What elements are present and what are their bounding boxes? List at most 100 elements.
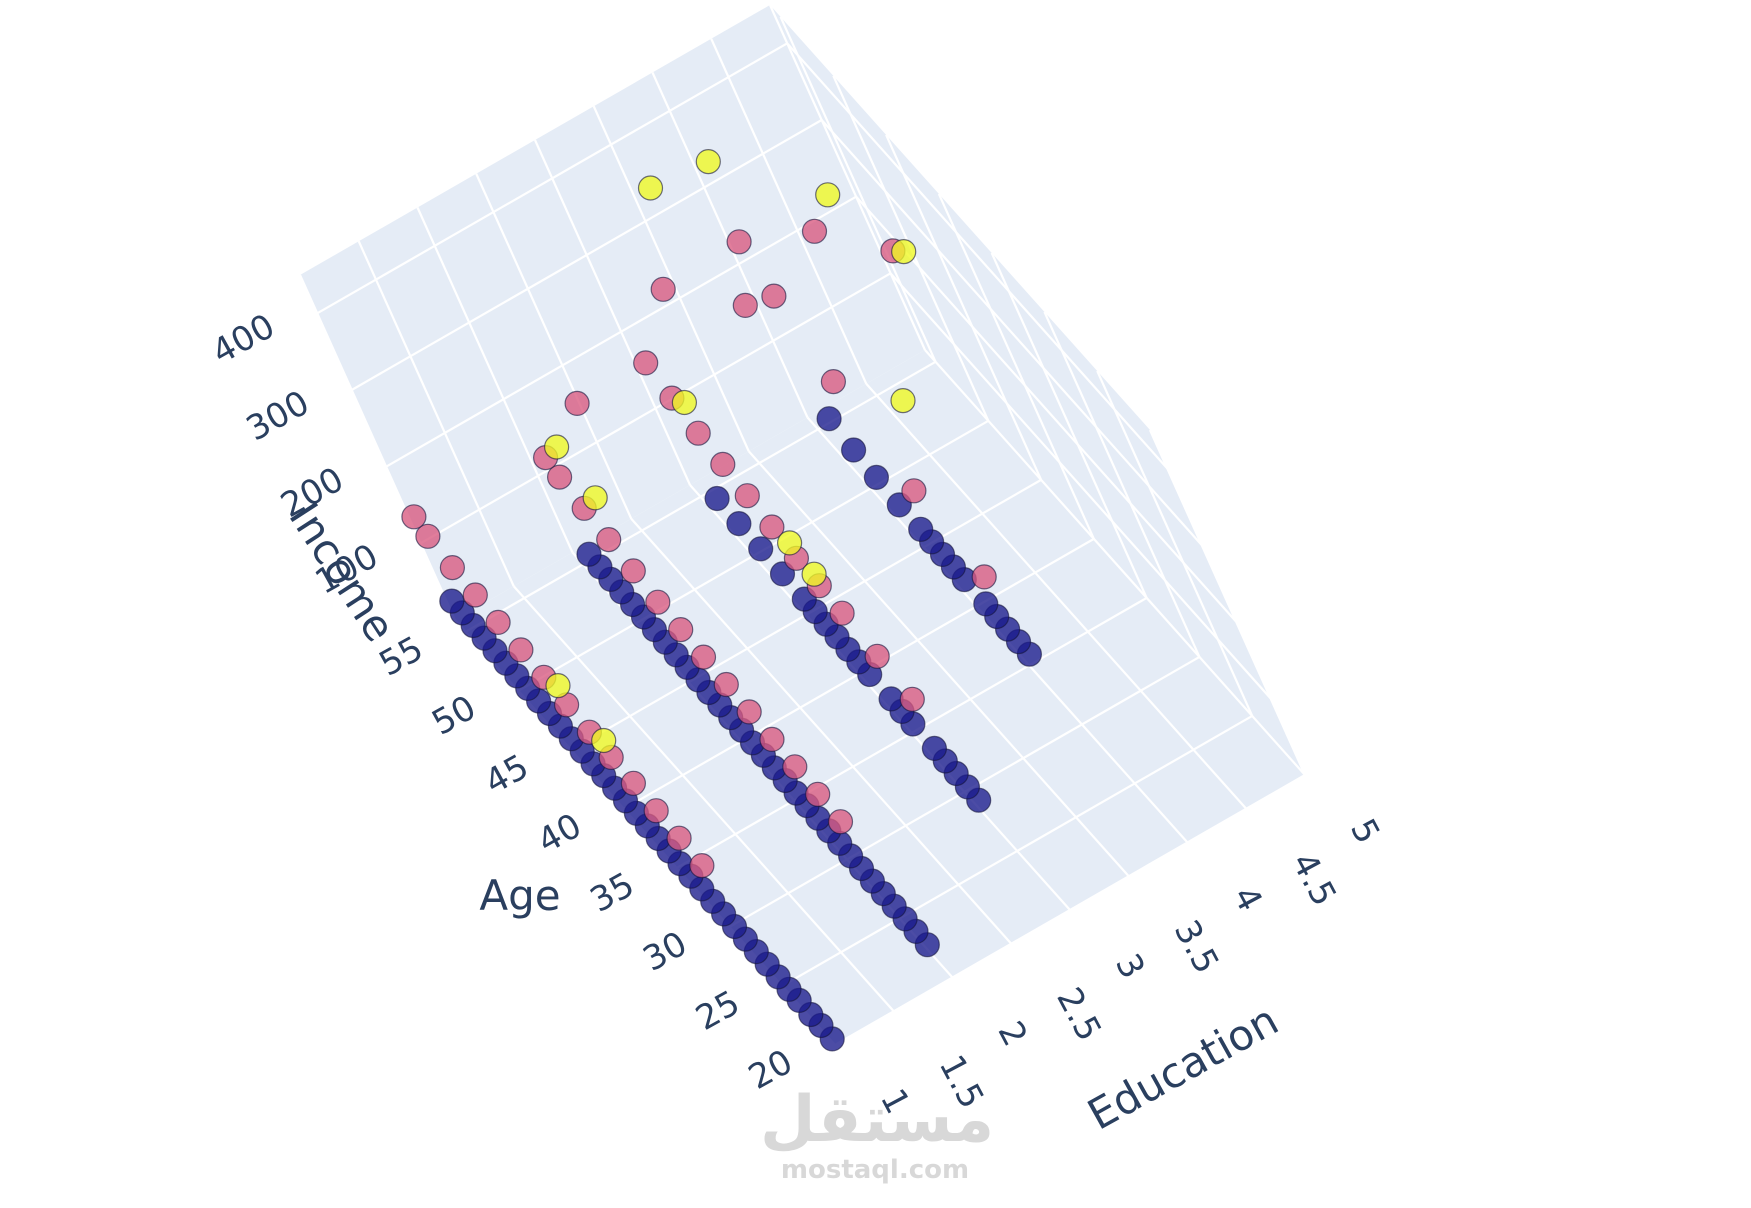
y-tick-label: 30: [637, 924, 694, 980]
x-tick-label: 2: [990, 1015, 1035, 1053]
data-point-cluster-1: [643, 798, 669, 824]
data-point-cluster-1: [690, 644, 717, 670]
y-tick-label: 40: [531, 806, 588, 862]
data-point-cluster-2: [891, 239, 917, 265]
data-point-cluster-1: [732, 292, 758, 318]
data-point-cluster-2: [815, 182, 841, 208]
side-grid-age: [937, 193, 1095, 540]
x-tick-label: 4: [1225, 880, 1270, 918]
data-point-cluster-2: [890, 388, 916, 414]
y-tick-label: 45: [478, 747, 535, 803]
x-tick-label: 3: [1107, 947, 1152, 985]
x-tick-label: 5: [1342, 812, 1387, 850]
x-axis-title: Education: [1080, 995, 1287, 1139]
data-point-cluster-1: [820, 369, 847, 395]
back-grid-inc: [351, 119, 823, 391]
data-point-cluster-1: [650, 276, 676, 302]
data-point-cluster-1: [805, 781, 831, 807]
y-axis-title: Age: [479, 871, 560, 920]
data-point-cluster-2: [671, 389, 698, 416]
back-grid-inc: [385, 195, 857, 468]
watermark-arabic-logo: مستقل: [760, 1083, 995, 1157]
y-tick-label: 50: [425, 688, 482, 744]
data-point-cluster-2: [801, 561, 827, 587]
data-point-cluster-1: [901, 478, 927, 504]
side-grid-age: [990, 252, 1148, 599]
data-point-cluster-1: [485, 609, 511, 636]
data-point-cluster-2: [582, 485, 608, 511]
x-tick-label: 2.5: [1048, 981, 1109, 1048]
data-point-cluster-0: [576, 541, 602, 567]
watermark-logo: مستقل mostaql.com: [760, 1083, 995, 1185]
data-point-cluster-1: [564, 390, 590, 416]
data-point-cluster-1: [736, 699, 762, 725]
data-point-cluster-0: [973, 591, 999, 617]
data-point-cluster-1: [666, 825, 692, 851]
data-points[interactable]: [401, 149, 1043, 1052]
data-point-cluster-1: [620, 770, 647, 796]
data-point-cluster-1: [759, 726, 785, 753]
side-grid-age: [779, 16, 937, 363]
data-point-cluster-0: [704, 485, 730, 512]
data-point-cluster-0: [840, 437, 867, 463]
back-grid-edu: [592, 105, 750, 452]
side-grid-age: [885, 134, 1043, 481]
side-grid-inc: [820, 119, 1203, 546]
data-point-cluster-1: [713, 671, 739, 698]
data-point-cluster-0: [908, 516, 934, 542]
data-point-cluster-1: [829, 600, 855, 626]
data-point-cluster-1: [685, 420, 711, 446]
data-point-cluster-1: [415, 523, 441, 549]
y-tick-label: 35: [584, 865, 641, 921]
side-grid-age: [1043, 311, 1201, 658]
data-point-cluster-1: [633, 350, 659, 376]
data-point-cluster-2: [695, 149, 721, 175]
side-grid-inc: [855, 195, 1237, 623]
data-point-cluster-2: [776, 530, 803, 556]
back-grid-edu: [710, 38, 868, 385]
data-point-cluster-1: [439, 554, 465, 581]
data-point-cluster-2: [591, 727, 617, 754]
data-point-cluster-1: [546, 464, 573, 490]
back-grid-edu: [298, 274, 457, 621]
data-point-cluster-0: [878, 686, 904, 712]
data-point-cluster-0: [439, 588, 465, 614]
floor-grid-age: [834, 774, 1306, 1046]
data-point-cluster-1: [971, 564, 997, 590]
back-grid-inc: [316, 42, 788, 315]
floor-grid-age: [781, 715, 1253, 987]
z-axis-title: Income: [280, 494, 405, 650]
data-point-cluster-1: [761, 283, 787, 309]
data-point-cluster-1: [864, 643, 890, 669]
data-point-cluster-2: [637, 175, 664, 201]
data-point-cluster-1: [734, 483, 760, 509]
data-point-cluster-1: [726, 229, 752, 255]
data-point-cluster-1: [645, 589, 671, 615]
back-grid-edu: [475, 173, 633, 520]
data-point-cluster-1: [759, 514, 785, 540]
side-grid-inc: [889, 272, 1272, 700]
data-point-cluster-1: [689, 852, 715, 879]
data-point-cluster-1: [710, 451, 736, 477]
z-tick-label: 400: [205, 306, 281, 372]
side-grid-inc: [786, 42, 1169, 470]
data-point-cluster-1: [782, 754, 808, 780]
watermark-site: mostaql.com: [780, 1155, 970, 1185]
back-grid-edu: [357, 240, 515, 587]
side-wall-pane: [770, 5, 1305, 775]
data-point-cluster-0: [816, 406, 842, 432]
side-grid-age: [1148, 429, 1307, 776]
data-point-cluster-0: [921, 735, 948, 762]
data-point-cluster-1: [508, 637, 534, 663]
data-point-cluster-0: [726, 510, 752, 537]
floor-grid-age: [465, 360, 937, 633]
x-tick-label: 3.5: [1166, 914, 1227, 981]
data-point-cluster-1: [899, 686, 925, 712]
back-grid-edu: [416, 207, 574, 553]
back-grid-edu: [533, 139, 692, 486]
data-point-cluster-1: [668, 616, 694, 643]
data-point-cluster-2: [543, 434, 570, 460]
z-tick-label: 300: [240, 383, 316, 449]
data-point-cluster-1: [462, 582, 488, 608]
